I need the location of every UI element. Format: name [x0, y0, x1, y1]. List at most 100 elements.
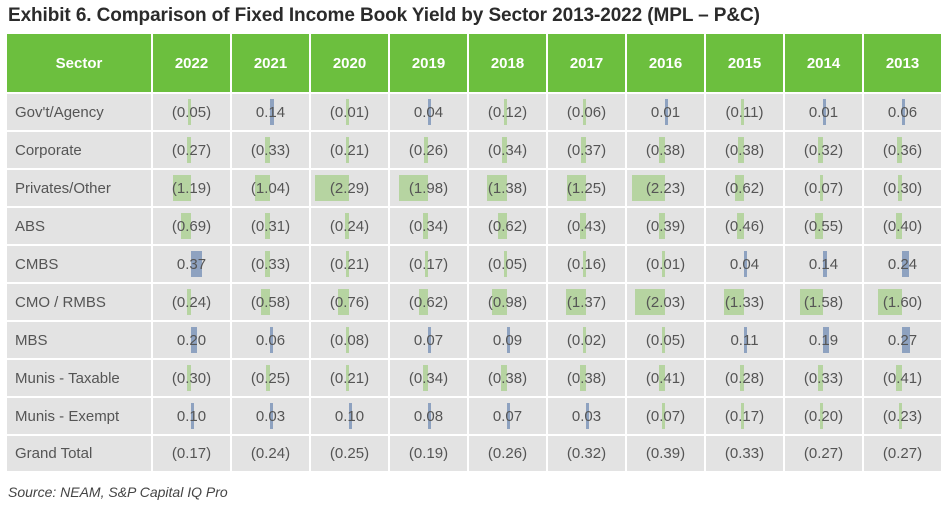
sector-label-munis-exempt: Munis - Exempt — [7, 398, 151, 434]
table-cell: (0.25) — [232, 360, 309, 396]
data-label: 0.07 — [413, 331, 444, 349]
data-bar — [345, 213, 349, 239]
data-label: (1.60) — [882, 293, 923, 311]
data-label: (0.62) — [487, 217, 528, 235]
sector-label-cmo-rmbs: CMO / RMBS — [7, 284, 151, 320]
data-label: (0.34) — [408, 217, 449, 235]
table-cell: (0.27) — [785, 436, 862, 471]
data-label: 0.01 — [808, 103, 839, 121]
table-cell: (0.30) — [153, 360, 230, 396]
data-bar — [823, 99, 826, 125]
data-bar — [425, 251, 428, 277]
table-cell: (0.32) — [548, 436, 625, 471]
table-cell: 0.03 — [232, 398, 309, 434]
table-cell: (0.62) — [390, 284, 467, 320]
table-cell: 0.06 — [864, 94, 941, 130]
data-bar — [186, 365, 191, 391]
table-cell: (0.08) — [311, 322, 388, 358]
table-cell: (0.58) — [232, 284, 309, 320]
data-label: (0.34) — [408, 369, 449, 387]
table-cell: (0.31) — [232, 208, 309, 244]
table-cell: 0.08 — [390, 398, 467, 434]
data-label: (2.29) — [329, 179, 370, 197]
data-bar — [191, 403, 194, 429]
table-cell: (0.26) — [390, 132, 467, 168]
data-label: (0.01) — [645, 255, 686, 273]
table-cell: (0.40) — [864, 208, 941, 244]
sector-label-corporate: Corporate — [7, 132, 151, 168]
table-cell: (0.01) — [311, 94, 388, 130]
table-cell: (0.05) — [153, 94, 230, 130]
data-bar — [428, 403, 431, 429]
data-bar — [586, 403, 589, 429]
data-bar — [818, 137, 823, 163]
header-year-2017: 2017 — [548, 34, 625, 92]
table-cell: (1.98) — [390, 170, 467, 206]
data-bar — [428, 327, 431, 353]
data-label: (0.07) — [803, 179, 844, 197]
data-bar — [265, 137, 270, 163]
header-year-2016: 2016 — [627, 34, 704, 92]
table-cell: (0.38) — [627, 132, 704, 168]
data-label: (0.16) — [566, 255, 607, 273]
data-bar — [580, 365, 586, 391]
sector-label-cmbs: CMBS — [7, 246, 151, 282]
data-label: (1.33) — [724, 293, 765, 311]
data-bar — [424, 137, 428, 163]
data-label: 0.07 — [492, 407, 523, 425]
data-label: (0.33) — [724, 445, 765, 462]
data-label: (0.21) — [329, 255, 370, 273]
table-cell: (0.21) — [311, 246, 388, 282]
data-bar — [188, 99, 191, 125]
data-bar — [507, 403, 510, 429]
data-bar — [659, 213, 665, 239]
data-bar — [173, 175, 191, 201]
data-bar — [744, 327, 748, 353]
table-cell: (0.17) — [153, 436, 230, 471]
data-label: 0.24 — [887, 255, 918, 273]
table-cell: (0.27) — [864, 436, 941, 471]
data-bar — [818, 365, 823, 391]
data-bar — [492, 289, 507, 315]
data-bar — [724, 289, 744, 315]
data-label: (0.32) — [803, 141, 844, 159]
data-bar — [270, 327, 273, 353]
data-bar — [823, 251, 828, 277]
table-cell: (0.27) — [153, 132, 230, 168]
data-bar — [186, 137, 191, 163]
data-label: 0.27 — [887, 331, 918, 349]
table-cell: (0.62) — [706, 170, 783, 206]
sector-label-gov-t-agency: Gov't/Agency — [7, 94, 151, 130]
data-label: (0.05) — [487, 255, 528, 273]
data-bar — [266, 365, 270, 391]
data-label: 0.01 — [650, 103, 681, 121]
table-cell: 0.01 — [785, 94, 862, 130]
sector-label-munis-taxable: Munis - Taxable — [7, 360, 151, 396]
data-bar — [345, 137, 349, 163]
table-cell: 0.10 — [153, 398, 230, 434]
data-bar — [565, 289, 586, 315]
header-year-2018: 2018 — [469, 34, 546, 92]
table-cell: 0.09 — [469, 322, 546, 358]
table-cell: (0.05) — [627, 322, 704, 358]
data-label: (2.23) — [645, 179, 686, 197]
data-bar — [738, 137, 744, 163]
table-cell: (0.24) — [311, 208, 388, 244]
data-bar — [180, 213, 191, 239]
data-bar — [741, 99, 744, 125]
data-label: (0.25) — [250, 369, 291, 387]
table-cell: (1.19) — [153, 170, 230, 206]
data-label: (0.30) — [882, 179, 923, 197]
data-bar — [878, 289, 902, 315]
data-label: (0.41) — [882, 369, 923, 387]
table-cell: (0.38) — [548, 360, 625, 396]
data-bar — [896, 213, 902, 239]
data-label: (0.27) — [882, 445, 923, 462]
data-bar — [398, 175, 428, 201]
table-cell: (0.43) — [548, 208, 625, 244]
data-bar — [896, 137, 902, 163]
data-label: (0.12) — [487, 103, 528, 121]
data-label: 0.09 — [492, 331, 523, 349]
sector-label-abs: ABS — [7, 208, 151, 244]
table-cell: (0.21) — [311, 360, 388, 396]
